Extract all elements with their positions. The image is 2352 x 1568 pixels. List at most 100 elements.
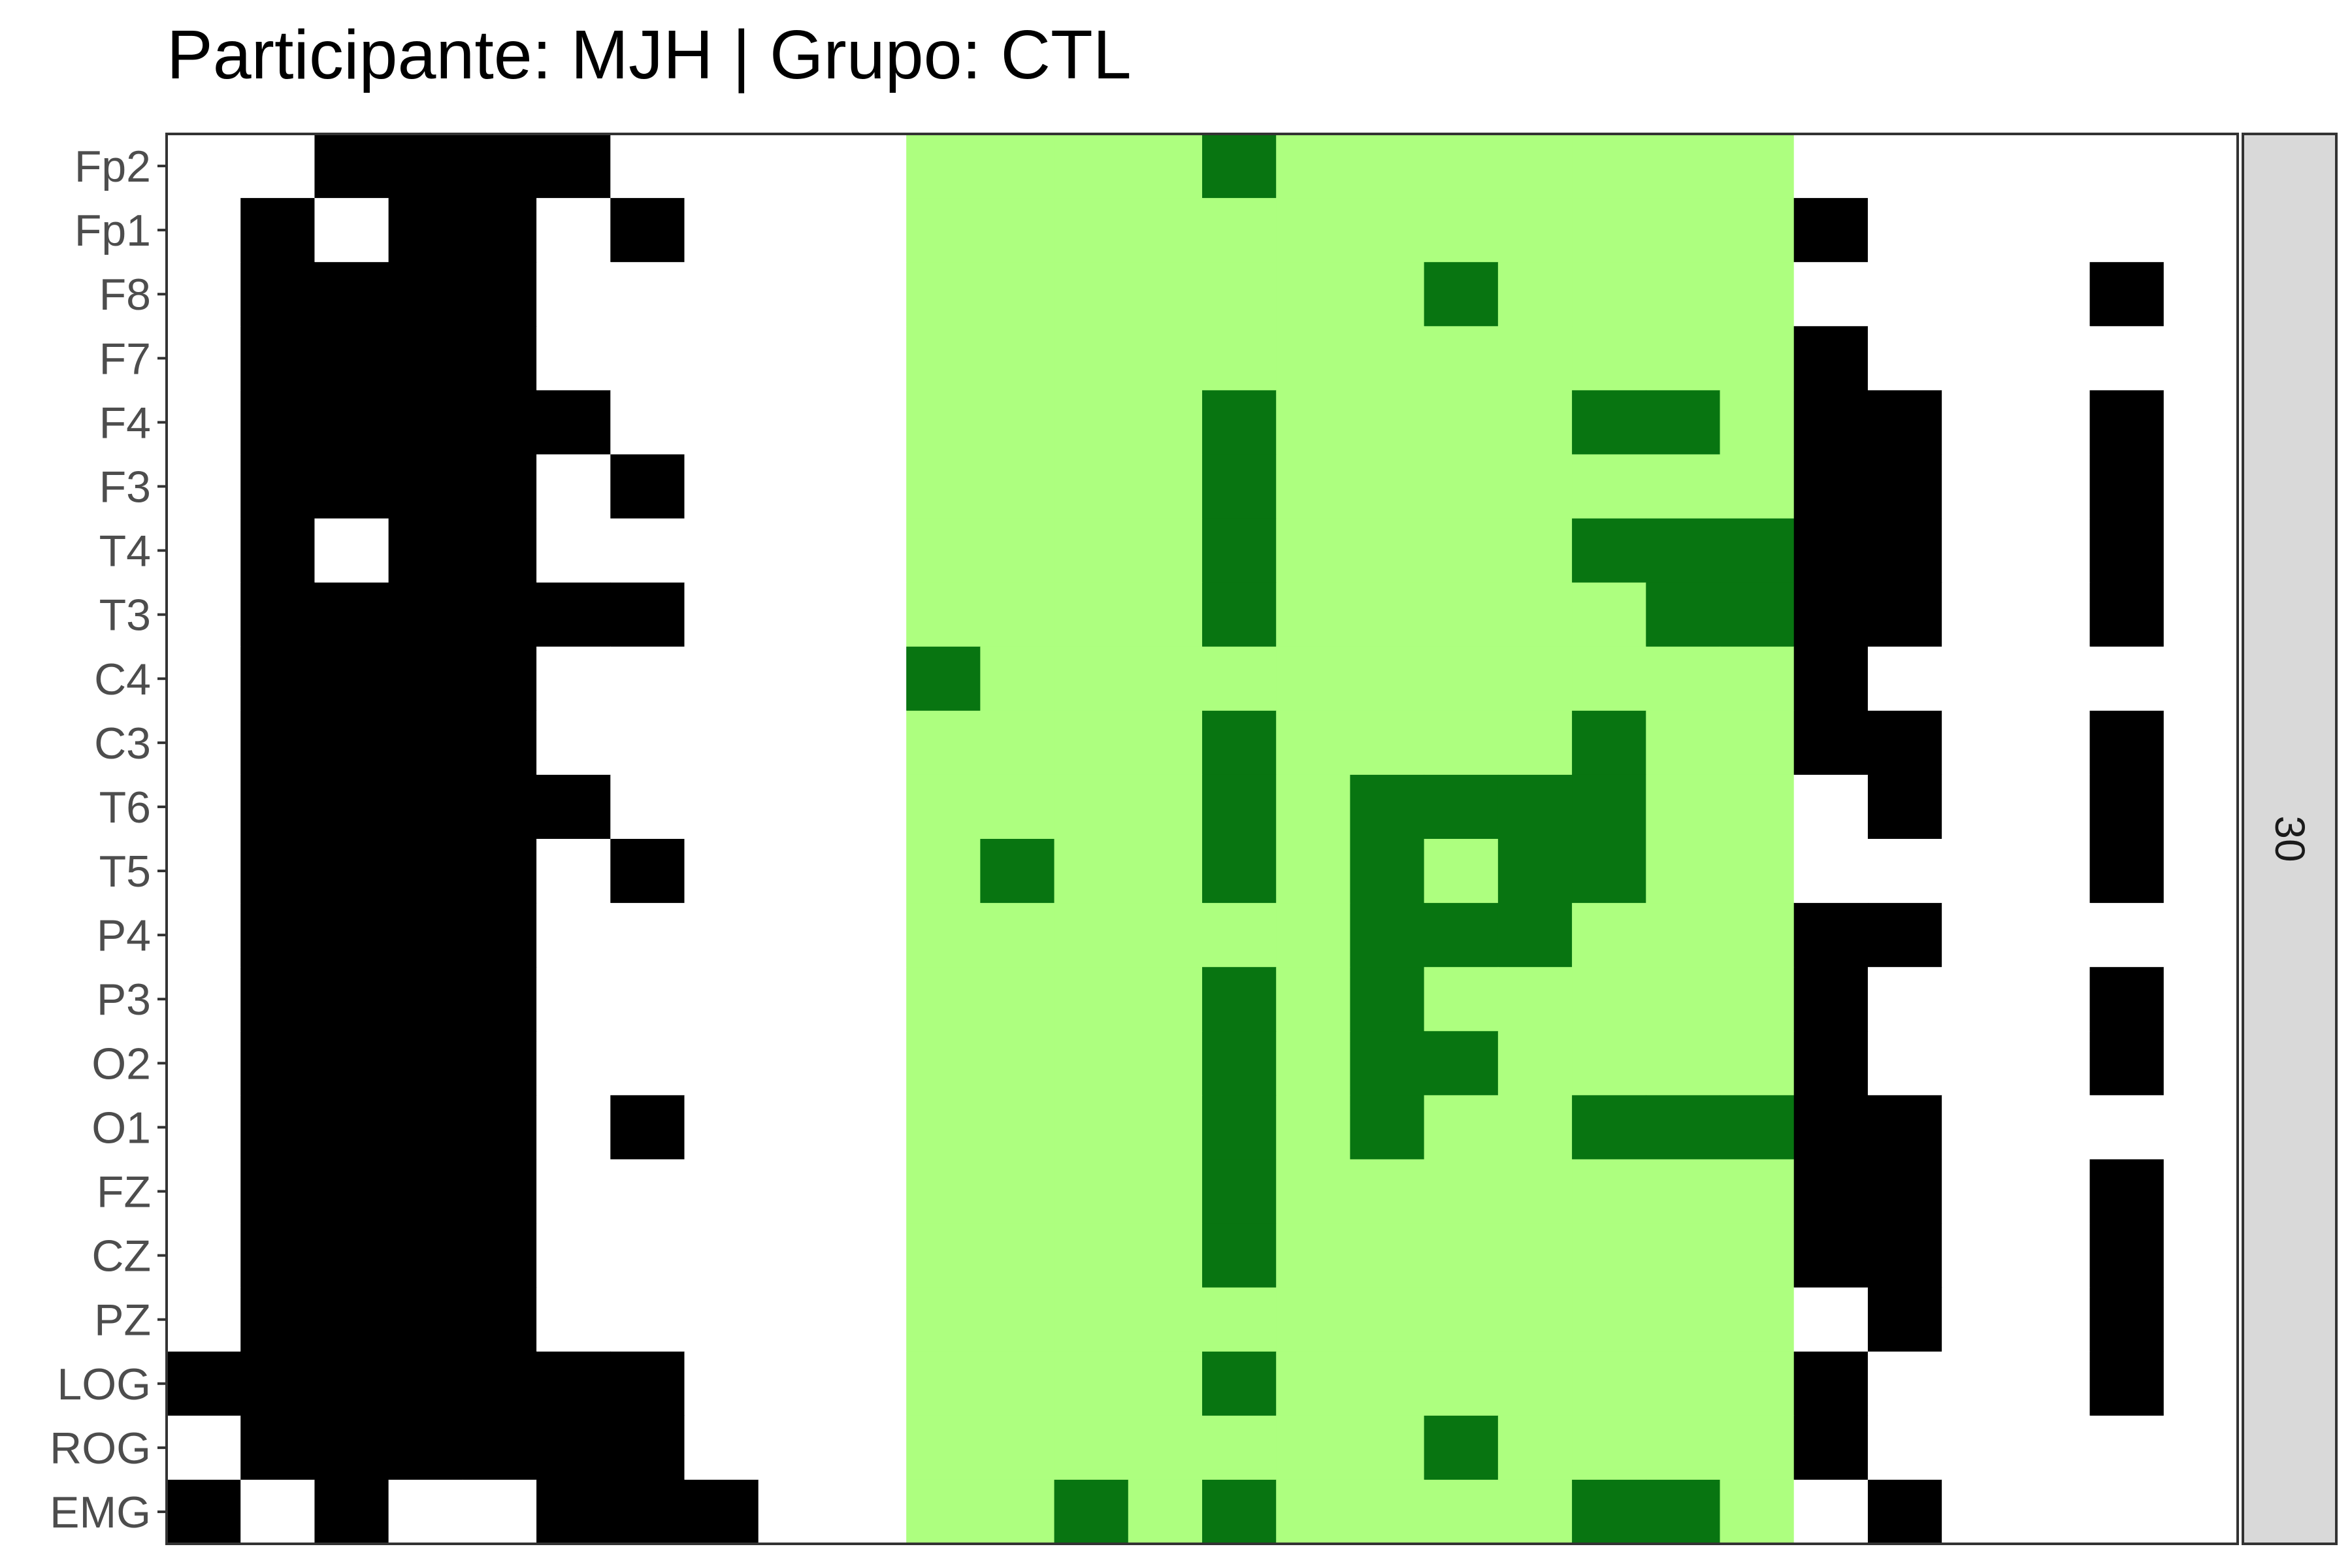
y-tick-label-O2: O2 <box>91 1039 151 1088</box>
heatmap-cell-T4-14-light-green <box>1128 518 1203 583</box>
heatmap-cell-O2-23-black <box>1793 1031 1869 1096</box>
heatmap-cell-O2-24-white <box>1867 1031 1942 1096</box>
heatmap-cell-P4-12-light-green <box>980 903 1055 968</box>
heatmap-cell-EMG-4-white <box>388 1479 463 1544</box>
heatmap-cell-O1-13-light-green <box>1054 1095 1129 1160</box>
heatmap-cell-Fp2-25-white <box>1942 134 2016 199</box>
heatmap-cell-Fp1-18-light-green <box>1424 198 1499 263</box>
heatmap-cell-F8-18-dark-green <box>1424 262 1499 327</box>
heatmap-cell-C3-21-light-green <box>1646 710 1721 776</box>
heatmap-cell-CZ-20-light-green <box>1572 1223 1646 1288</box>
heatmap-cell-F8-17-light-green <box>1350 262 1425 327</box>
heatmap-cell-F4-14-light-green <box>1128 390 1203 455</box>
heatmap-cell-F8-11-light-green <box>906 262 981 327</box>
heatmap-cell-O2-10-white <box>832 1031 907 1096</box>
heatmap-cell-EMG-11-light-green <box>906 1479 981 1544</box>
heatmap-cell-C3-12-light-green <box>980 710 1055 776</box>
heatmap-cell-F7-10-white <box>832 326 907 391</box>
heatmap-cell-O1-24-black <box>1867 1095 1942 1160</box>
heatmap-cell-O2-5-black <box>462 1031 537 1096</box>
heatmap-cell-T6-19-dark-green <box>1497 774 1573 840</box>
heatmap-cell-T3-9-white <box>758 582 833 647</box>
heatmap-cell-EMG-1-black <box>167 1479 241 1544</box>
heatmap-cell-C4-17-light-green <box>1350 646 1425 711</box>
heatmap-cell-P3-5-black <box>462 967 537 1032</box>
heatmap-cell-PZ-15-light-green <box>1202 1287 1277 1352</box>
heatmap-cell-O1-25-white <box>1942 1095 2016 1160</box>
heatmap-cell-T5-19-dark-green <box>1497 839 1573 904</box>
heatmap-cell-CZ-5-black <box>462 1223 537 1288</box>
heatmap-cell-O1-14-light-green <box>1128 1095 1203 1160</box>
heatmap-cell-C4-6-white <box>536 646 611 711</box>
heatmap-cell-ROG-22-light-green <box>1720 1415 1795 1480</box>
heatmap-cell-F7-20-light-green <box>1572 326 1646 391</box>
heatmap-cell-T5-20-dark-green <box>1572 839 1646 904</box>
heatmap-cell-LOG-20-light-green <box>1572 1351 1646 1416</box>
heatmap-cell-T5-14-light-green <box>1128 839 1203 904</box>
heatmap-cell-T6-27-black <box>2089 774 2164 840</box>
heatmap-cell-T4-18-light-green <box>1424 518 1499 583</box>
heatmap-cell-T6-28-white <box>2163 774 2238 840</box>
heatmap-cell-FZ-17-light-green <box>1350 1159 1425 1224</box>
heatmap-cell-F8-6-white <box>536 262 611 327</box>
heatmap-cell-LOG-19-light-green <box>1497 1351 1573 1416</box>
heatmap-cell-P4-28-white <box>2163 903 2238 968</box>
heatmap-cell-T4-7-white <box>610 518 685 583</box>
heatmap-cell-P3-28-white <box>2163 967 2238 1032</box>
heatmap-cell-T3-20-light-green <box>1572 582 1646 647</box>
heatmap-cell-Fp2-8-white <box>684 134 759 199</box>
heatmap-cell-C3-8-white <box>684 710 759 776</box>
heatmap-cell-P3-7-white <box>610 967 685 1032</box>
heatmap-cell-F4-25-white <box>1942 390 2016 455</box>
heatmap-cell-PZ-11-light-green <box>906 1287 981 1352</box>
y-tick-label-F7: F7 <box>99 334 151 384</box>
heatmap-cell-O2-6-white <box>536 1031 611 1096</box>
heatmap-cell-F3-15-dark-green <box>1202 454 1277 519</box>
panel-border <box>165 133 2239 1545</box>
heatmap-cell-FZ-21-light-green <box>1646 1159 1721 1224</box>
heatmap-cell-P4-7-white <box>610 903 685 968</box>
heatmap-cell-T4-19-light-green <box>1497 518 1573 583</box>
heatmap-cell-LOG-2-black <box>240 1351 316 1416</box>
heatmap-cell-F4-26-white <box>2016 390 2091 455</box>
heatmap-cell-Fp2-6-black <box>536 134 611 199</box>
heatmap-cell-Fp1-24-white <box>1867 198 1942 263</box>
heatmap-cell-O2-27-black <box>2089 1031 2164 1096</box>
heatmap-cell-P3-24-white <box>1867 967 1942 1032</box>
heatmap-cell-FZ-28-white <box>2163 1159 2238 1224</box>
heatmap-cell-C3-15-dark-green <box>1202 710 1277 776</box>
heatmap-cell-CZ-22-light-green <box>1720 1223 1795 1288</box>
heatmap-cell-ROG-17-light-green <box>1350 1415 1425 1480</box>
heatmap-cell-PZ-28-white <box>2163 1287 2238 1352</box>
heatmap-cell-P4-22-light-green <box>1720 903 1795 968</box>
y-tick-label-Fp2: Fp2 <box>74 142 151 191</box>
heatmap-cell-FZ-20-light-green <box>1572 1159 1646 1224</box>
heatmap-cell-C4-18-light-green <box>1424 646 1499 711</box>
heatmap-cell-EMG-23-white <box>1793 1479 1869 1544</box>
heatmap-cell-Fp2-13-light-green <box>1054 134 1129 199</box>
heatmap-cell-EMG-17-light-green <box>1350 1479 1425 1544</box>
heatmap-cell-T3-1-white <box>167 582 241 647</box>
heatmap-cell-CZ-3-black <box>314 1223 389 1288</box>
heatmap-cell-LOG-1-black <box>167 1351 241 1416</box>
heatmap-cell-C3-20-dark-green <box>1572 710 1646 776</box>
heatmap-cell-F3-18-light-green <box>1424 454 1499 519</box>
heatmap-cell-LOG-16-light-green <box>1276 1351 1351 1416</box>
heatmap-cell-F3-28-white <box>2163 454 2238 519</box>
heatmap-cell-CZ-23-black <box>1793 1223 1869 1288</box>
heatmap-cell-F3-13-light-green <box>1054 454 1129 519</box>
heatmap-cell-F8-23-white <box>1793 262 1869 327</box>
heatmap-cell-LOG-6-black <box>536 1351 611 1416</box>
heatmap-cell-F3-10-white <box>832 454 907 519</box>
heatmap-cell-T3-7-black <box>610 582 685 647</box>
heatmap-cell-T3-22-dark-green <box>1720 582 1795 647</box>
heatmap-cell-EMG-10-white <box>832 1479 907 1544</box>
heatmap-cell-P4-4-black <box>388 903 463 968</box>
y-tick-label-C3: C3 <box>94 719 151 768</box>
heatmap-cell-LOG-8-white <box>684 1351 759 1416</box>
heatmap-cell-P4-14-light-green <box>1128 903 1203 968</box>
heatmap-cell-PZ-14-light-green <box>1128 1287 1203 1352</box>
heatmap-cell-F7-8-white <box>684 326 759 391</box>
heatmap-cell-FZ-25-white <box>1942 1159 2016 1224</box>
heatmap-cell-Fp2-28-white <box>2163 134 2238 199</box>
